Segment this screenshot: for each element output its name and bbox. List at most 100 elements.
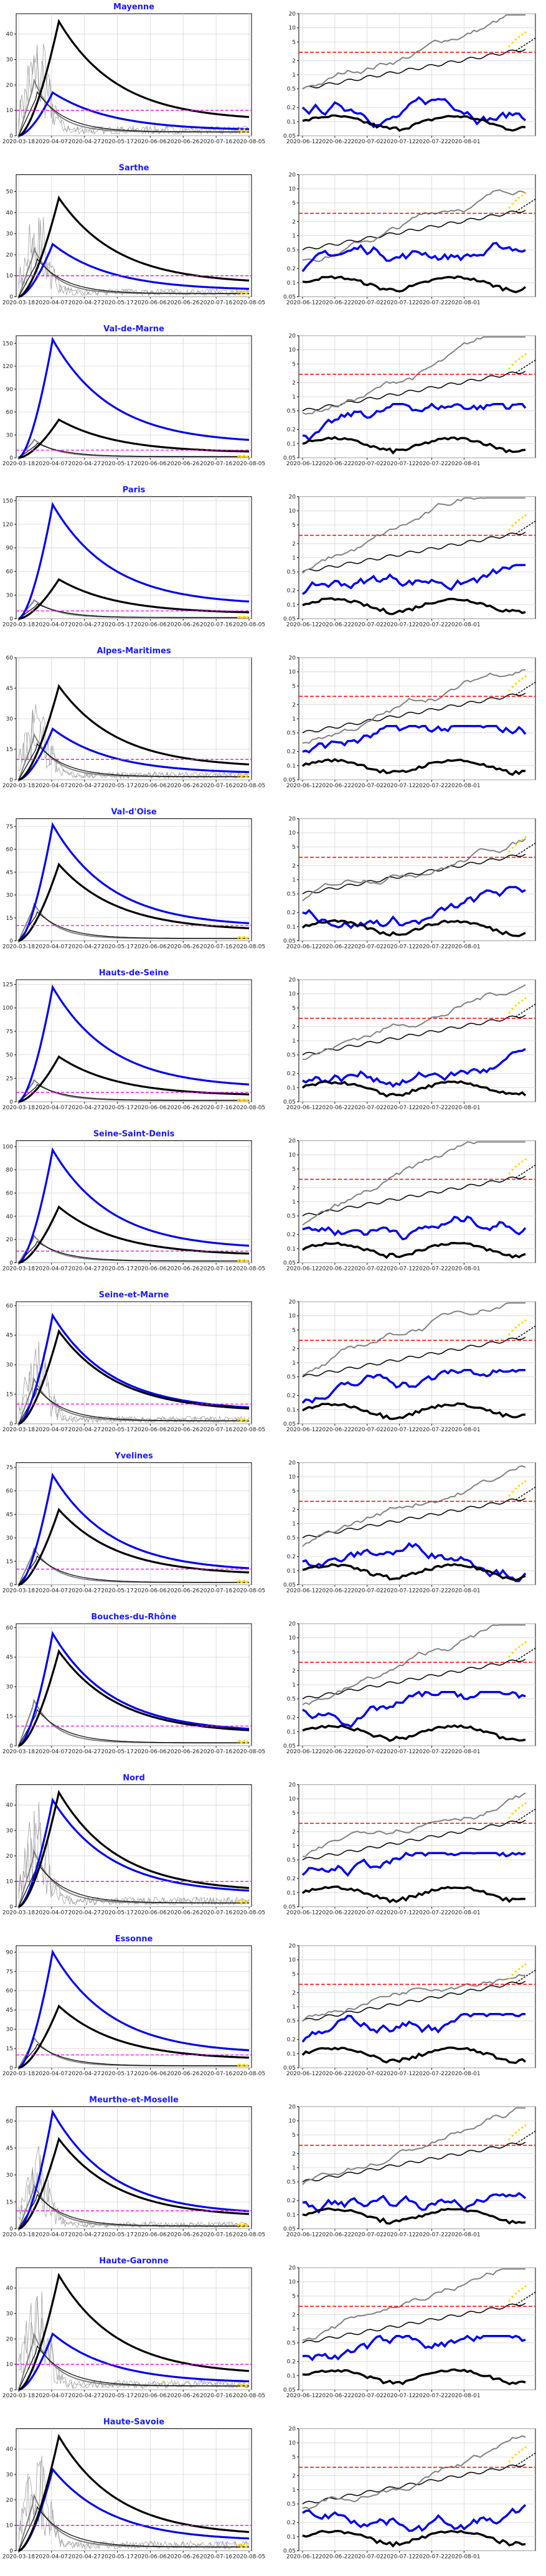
right-y-tick-label: 10 xyxy=(289,26,296,32)
left-x-tick-label: 2020-06-06 xyxy=(134,461,167,467)
marker-point xyxy=(508,1494,511,1497)
right-y-tick-label: 0.5 xyxy=(287,409,296,415)
marker-point xyxy=(240,455,243,458)
right-x-tick-label: 2020-07-02 xyxy=(351,1427,384,1433)
left-x-tick-label: 2020-04-07 xyxy=(35,1588,68,1594)
right-y-tick-label: 0.2 xyxy=(287,1232,296,1238)
right-y-tick-label: 0.05 xyxy=(283,1905,296,1911)
left-x-tick-label: 2020-07-16 xyxy=(200,2071,233,2077)
marker-point xyxy=(511,1330,514,1332)
marker-point xyxy=(237,937,240,939)
marker-point xyxy=(524,514,527,517)
panel-6: 2020-03-18 2020-04-07 2020-04-27 2020-05-17… xyxy=(2,808,536,950)
right-y-tick-label: 0.2 xyxy=(287,2359,296,2365)
right-y-tick-label: 0.05 xyxy=(283,1583,296,1589)
right-x-tick-label: 2020-07-12 xyxy=(383,2071,415,2077)
left-x-tick-label: 2020-08-05 xyxy=(233,2232,265,2238)
blue-series xyxy=(18,822,250,942)
left-x-tick-label: 2020-03-18 xyxy=(2,2393,35,2399)
right-y-tick-label: 0.2 xyxy=(287,1071,296,1077)
left-y-tick-label: 0 xyxy=(9,617,13,623)
blue-series xyxy=(18,91,249,137)
black-ratio-series xyxy=(302,597,526,615)
left-y-tick-label: 90 xyxy=(6,1949,14,1956)
marker-point xyxy=(245,131,247,133)
black-ratio-series xyxy=(302,1724,526,1742)
marker-point xyxy=(243,2063,246,2066)
left-x-tick-label: 2020-03-18 xyxy=(2,2554,35,2560)
left-y-tick-label: 10 xyxy=(6,2523,14,2529)
right-x-tick-label: 2020-06-12 xyxy=(286,2393,319,2399)
left-x-tick-label: 2020-03-18 xyxy=(2,461,35,467)
marker-point xyxy=(243,290,246,293)
right-x-tick-label: 2020-07-12 xyxy=(383,783,415,789)
right-x-tick-label: 2020-06-12 xyxy=(286,622,319,628)
left-x-tick-label: 2020-06-26 xyxy=(167,944,200,950)
right-x-tick-label: 2020-07-12 xyxy=(383,2554,415,2560)
marker-point xyxy=(518,2129,520,2131)
marker-point xyxy=(243,935,246,938)
marker-point xyxy=(511,1168,514,1171)
black-thin-trend xyxy=(302,2141,526,2182)
right-y-tick-label: 0.1 xyxy=(287,1085,296,1091)
black-ratio-series xyxy=(301,2046,527,2065)
right-y-tick-label: 0.05 xyxy=(283,777,296,784)
left-y-tick-label: 45 xyxy=(6,2146,13,2152)
left-y-tick-label: 30 xyxy=(6,1684,14,1690)
blue-series xyxy=(18,2109,250,2230)
left-plot: 2020-03-18 2020-04-07 2020-04-27 2020-05-17… xyxy=(2,808,265,950)
panel-14: 2020-03-18 2020-04-07 2020-04-27 2020-05-17… xyxy=(2,2096,536,2238)
panel-3: 2020-03-18 2020-04-07 2020-04-27 2020-05-17… xyxy=(2,324,536,467)
black-series xyxy=(18,1507,250,1586)
gray-ratio-series xyxy=(302,497,525,574)
right-y-tick-label: 0.05 xyxy=(283,133,296,140)
left-x-tick-label: 2020-03-18 xyxy=(2,139,35,145)
left-y-tick-label: 0 xyxy=(9,1905,13,1911)
right-x-tick-label: 2020-08-01 xyxy=(448,783,480,789)
marker-point xyxy=(524,192,527,195)
left-x-tick-label: 2020-03-18 xyxy=(2,622,35,628)
right-x-tick-label: 2020-07-12 xyxy=(383,300,415,306)
left-x-tick-label: 2020-03-18 xyxy=(2,1910,35,1916)
right-y-tick-label: 0.05 xyxy=(283,2065,296,2072)
marker-point xyxy=(524,2446,527,2449)
left-x-tick-label: 2020-06-06 xyxy=(134,1105,167,1111)
gray-daily-series xyxy=(18,1362,250,1424)
left-y-tick-label: 20 xyxy=(6,2336,14,2342)
black-trend-projection xyxy=(515,1165,536,1178)
left-x-tick-label: 2020-04-27 xyxy=(68,300,101,306)
left-y-tick-label: 90 xyxy=(6,546,14,552)
marker-point xyxy=(518,197,520,199)
marker-point xyxy=(245,1260,247,1262)
left-x-tick-label: 2020-07-16 xyxy=(200,1427,233,1433)
marker-point xyxy=(237,1900,240,1903)
marker-point xyxy=(237,1259,240,1262)
marker-point xyxy=(514,2293,517,2295)
marker-point xyxy=(521,355,524,358)
right-y-tick-label: 0.2 xyxy=(287,749,296,755)
marker-point xyxy=(237,2064,240,2067)
marker-point xyxy=(237,1099,240,1101)
left-x-tick-label: 2020-06-06 xyxy=(134,2071,167,2077)
left-x-tick-label: 2020-06-26 xyxy=(167,461,200,467)
marker-point xyxy=(238,1740,241,1742)
marker-point xyxy=(511,364,514,366)
left-y-tick-label: 45 xyxy=(6,1655,13,1661)
left-x-tick-label: 2020-03-18 xyxy=(2,2071,35,2077)
panel-2: 2020-03-18 2020-04-07 2020-04-27 2020-05-17… xyxy=(2,164,536,306)
panel-title: Mayenne xyxy=(113,2,154,12)
left-x-tick-label: 2020-05-17 xyxy=(101,1105,133,1111)
right-y-tick-label: 2 xyxy=(292,380,296,386)
gray-ratio-series xyxy=(302,14,525,90)
right-y-tick-label: 0.2 xyxy=(287,1393,296,1399)
left-y-tick-label: 60 xyxy=(6,1191,14,1197)
right-y-tick-label: 5 xyxy=(292,2455,296,2461)
marker-point xyxy=(524,1802,527,1805)
marker-point xyxy=(237,774,240,777)
right-x-tick-label: 2020-07-02 xyxy=(351,1105,384,1111)
marker-point xyxy=(246,937,249,939)
right-y-tick-label: 1 xyxy=(292,394,296,400)
right-y-tick-label: 1 xyxy=(292,2326,296,2332)
black-ratio-series xyxy=(302,1563,526,1581)
